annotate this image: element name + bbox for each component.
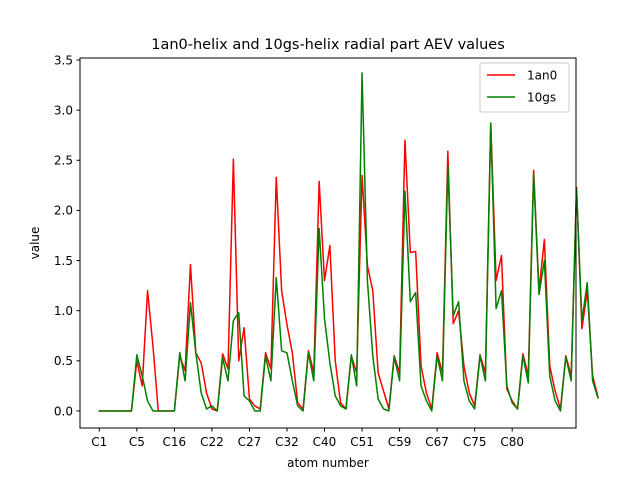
x-tick-label: C51 bbox=[350, 435, 374, 449]
legend-label-1an0: 1an0 bbox=[527, 68, 557, 82]
y-axis: 0.0 0.5 1.0 1.5 2.0 2.5 3.0 3.5 bbox=[54, 53, 80, 418]
x-tick-label: C27 bbox=[238, 435, 262, 449]
y-tick-label: 0.0 bbox=[54, 404, 73, 418]
y-tick-label: 2.5 bbox=[54, 154, 73, 168]
y-tick-label: 3.0 bbox=[54, 103, 73, 117]
legend: 1an0 10gs bbox=[479, 62, 570, 113]
series-line-10gs bbox=[98, 72, 599, 412]
x-axis-label: atom number bbox=[287, 456, 369, 470]
x-tick-label: C67 bbox=[425, 435, 449, 449]
x-tick-label: C1 bbox=[91, 435, 107, 449]
x-tick-label: C32 bbox=[275, 435, 299, 449]
plot-frame bbox=[79, 57, 577, 429]
plot-area bbox=[98, 72, 599, 412]
chart-title: 1an0-helix and 10gs-helix radial part AE… bbox=[151, 37, 505, 53]
y-tick-label: 1.5 bbox=[54, 254, 73, 268]
x-axis: C1 C5 C16 C22 C27 C32 C40 C51 C59 C67 C75 C80 bbox=[91, 428, 524, 449]
x-tick-label: C75 bbox=[463, 435, 487, 449]
y-tick-label: 1.0 bbox=[54, 304, 73, 318]
y-tick-label: 3.5 bbox=[54, 53, 73, 67]
legend-label-10gs: 10gs bbox=[527, 90, 556, 104]
x-tick-label: C22 bbox=[200, 435, 224, 449]
y-axis-label: value bbox=[28, 227, 42, 260]
x-tick-label: C16 bbox=[163, 435, 187, 449]
y-tick-label: 0.5 bbox=[54, 354, 73, 368]
x-tick-label: C59 bbox=[388, 435, 412, 449]
x-tick-label: C5 bbox=[129, 435, 145, 449]
y-tick-label: 2.0 bbox=[54, 204, 73, 218]
x-tick-label: C40 bbox=[313, 435, 337, 449]
series-line-1an0 bbox=[98, 122, 599, 412]
x-tick-label: C80 bbox=[500, 435, 524, 449]
